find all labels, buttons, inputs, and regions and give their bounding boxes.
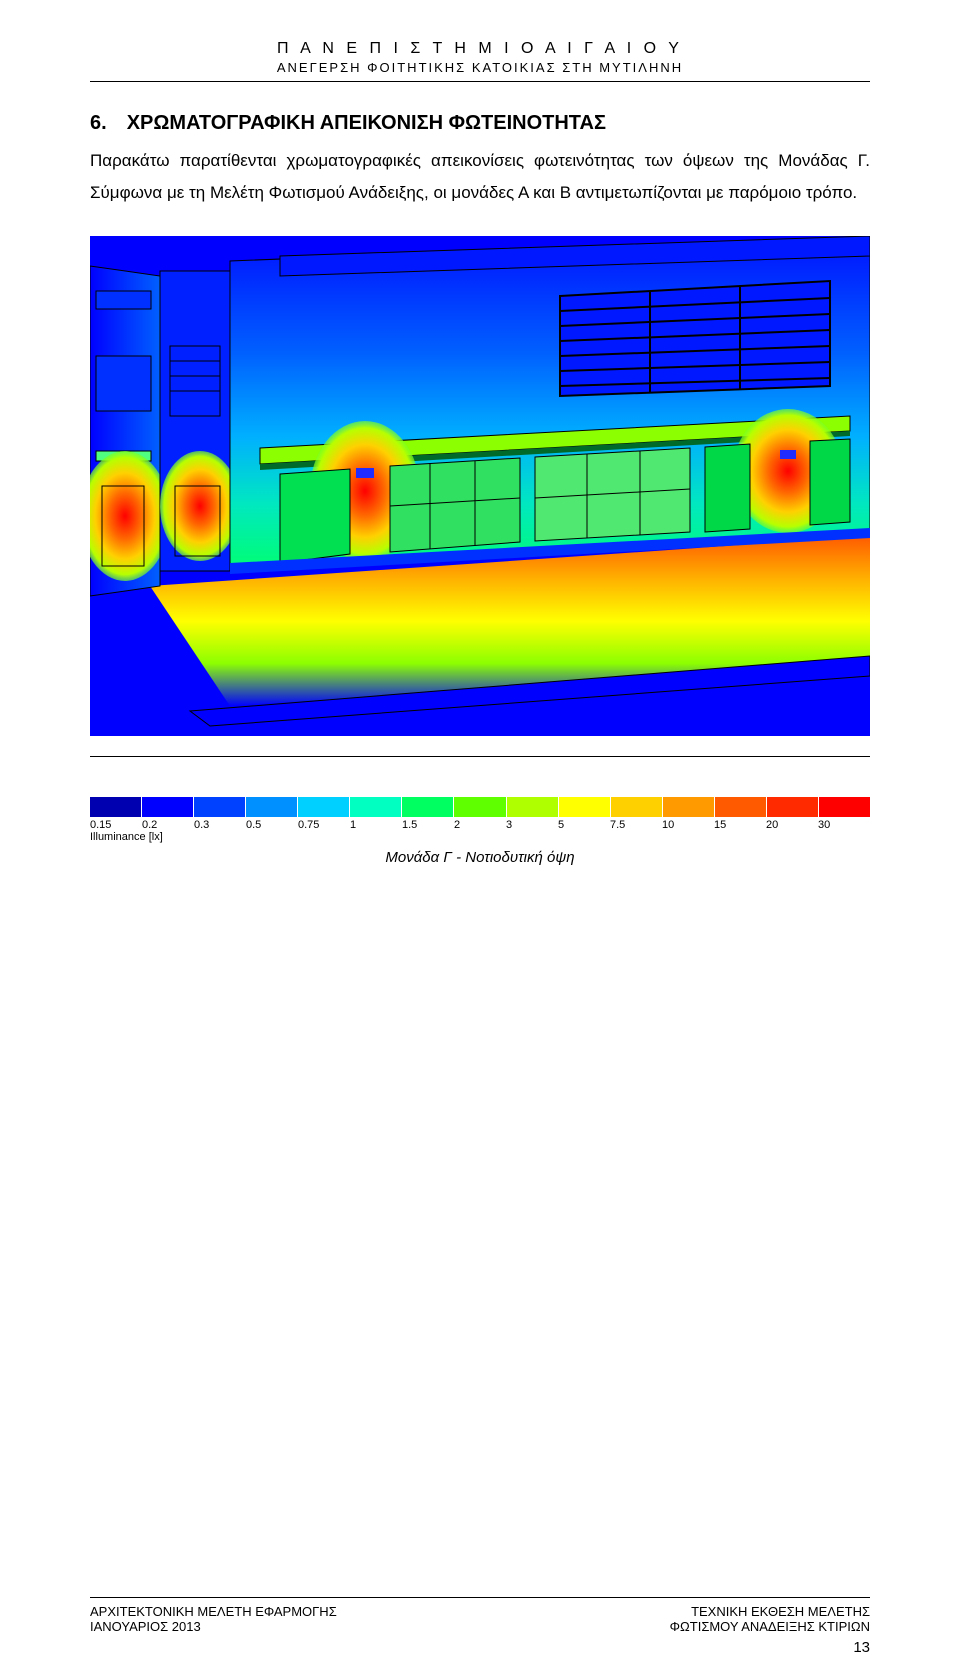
legend-unit: Illuminance [lx] xyxy=(90,831,870,843)
legend-swatch xyxy=(767,797,819,817)
illuminance-render xyxy=(90,236,870,736)
page-number: 13 xyxy=(853,1639,870,1656)
legend-swatch xyxy=(611,797,663,817)
section-heading: 6. ΧΡΩΜΑΤΟΓΡΑΦΙΚΗ ΑΠΕΙΚΟΝΙΣΗ ΦΩΤΕΙΝΟΤΗΤΑ… xyxy=(90,112,870,135)
legend-tick: 0.2 xyxy=(142,819,194,831)
legend-swatch xyxy=(663,797,715,817)
header-subtitle: ΑΝΕΓΕΡΣΗ ΦΟΙΤΗΤΙΚΗΣ ΚΑΤΟΙΚΙΑΣ ΣΤΗ ΜΥΤΙΛΗ… xyxy=(90,60,870,75)
section-body: Παρακάτω παρατίθενται χρωματογραφικές απ… xyxy=(90,145,870,210)
lamp-1 xyxy=(356,468,374,478)
legend-tick: 0.15 xyxy=(90,819,142,831)
legend-swatch xyxy=(507,797,559,817)
legend-tick: 1.5 xyxy=(402,819,454,831)
document-page: Π Α Ν Ε Π Ι Σ Τ Η Μ Ι Ο Α Ι Γ Α Ι Ο Υ ΑΝ… xyxy=(0,0,960,1674)
legend-swatch xyxy=(350,797,402,817)
footer-right-line2: ΦΩΤΙΣΜΟΥ ΑΝΑΔΕΙΞΗΣ ΚΤΙΡΙΩΝ xyxy=(670,1619,870,1634)
footer-left-line1: ΑΡΧΙΤΕΚΤΟΝΙΚΗ ΜΕΛΕΤΗ ΕΦΑΡΜΟΓΗΣ xyxy=(90,1604,337,1619)
legend-swatch xyxy=(559,797,611,817)
footer-rule xyxy=(90,1597,870,1598)
mid-hotspot xyxy=(160,451,240,561)
footer-left: ΑΡΧΙΤΕΚΤΟΝΙΚΗ ΜΕΛΕΤΗ ΕΦΑΡΜΟΓΗΣ ΙΑΝΟΥΑΡΙΟ… xyxy=(90,1604,337,1634)
legend-swatch xyxy=(715,797,767,817)
footer-left-line2: ΙΑΝΟΥΑΡΙΟΣ 2013 xyxy=(90,1619,337,1634)
legend-tick: 3 xyxy=(506,819,558,831)
legend-ticks: 0.150.20.30.50.7511.52357.510152030 xyxy=(90,819,870,831)
footer-right: ΤΕΧΝΙΚΗ ΕΚΘΕΣΗ ΜΕΛΕΤΗΣ ΦΩΤΙΣΜΟΥ ΑΝΑΔΕΙΞΗ… xyxy=(670,1604,870,1634)
legend-tick: 0.3 xyxy=(194,819,246,831)
heatmap-svg xyxy=(90,236,870,736)
legend-tick: 0.75 xyxy=(298,819,350,831)
legend-tick: 30 xyxy=(818,819,870,831)
left-tower-window xyxy=(96,356,151,411)
figure-rule xyxy=(90,756,870,757)
illuminance-figure xyxy=(90,236,870,757)
legend-swatch xyxy=(142,797,194,817)
header-title: Π Α Ν Ε Π Ι Σ Τ Η Μ Ι Ο Α Ι Γ Α Ι Ο Υ xyxy=(90,40,870,58)
color-legend: 0.150.20.30.50.7511.52357.510152030 Illu… xyxy=(90,797,870,866)
legend-swatch xyxy=(298,797,350,817)
figure-caption: Μονάδα Γ - Νοτιοδυτική όψη xyxy=(90,849,870,866)
header-rule xyxy=(90,81,870,82)
legend-tick: 20 xyxy=(766,819,818,831)
legend-tick: 0.5 xyxy=(246,819,298,831)
left-tower-band1 xyxy=(96,291,151,309)
page-header: Π Α Ν Ε Π Ι Σ Τ Η Μ Ι Ο Α Ι Γ Α Ι Ο Υ ΑΝ… xyxy=(90,40,870,75)
legend-tick: 5 xyxy=(558,819,610,831)
legend-tick: 2 xyxy=(454,819,506,831)
section-number: 6. xyxy=(90,112,107,135)
legend-tick: 7.5 xyxy=(610,819,662,831)
legend-swatch xyxy=(90,797,142,817)
page-footer: ΑΡΧΙΤΕΚΤΟΝΙΚΗ ΜΕΛΕΤΗ ΕΦΑΡΜΟΓΗΣ ΙΑΝΟΥΑΡΙΟ… xyxy=(90,1597,870,1634)
legend-tick: 1 xyxy=(350,819,402,831)
legend-swatch xyxy=(194,797,246,817)
legend-swatch xyxy=(454,797,506,817)
legend-bar xyxy=(90,797,870,817)
legend-swatch xyxy=(402,797,454,817)
legend-tick: 10 xyxy=(662,819,714,831)
legend-tick: 15 xyxy=(714,819,766,831)
lamp-2 xyxy=(780,450,796,459)
legend-swatch xyxy=(246,797,298,817)
footer-right-line1: ΤΕΧΝΙΚΗ ΕΚΘΕΣΗ ΜΕΛΕΤΗΣ xyxy=(670,1604,870,1619)
section-title: ΧΡΩΜΑΤΟΓΡΑΦΙΚΗ ΑΠΕΙΚΟΝΙΣΗ ΦΩΤΕΙΝΟΤΗΤΑΣ xyxy=(127,112,606,135)
legend-swatch xyxy=(819,797,870,817)
